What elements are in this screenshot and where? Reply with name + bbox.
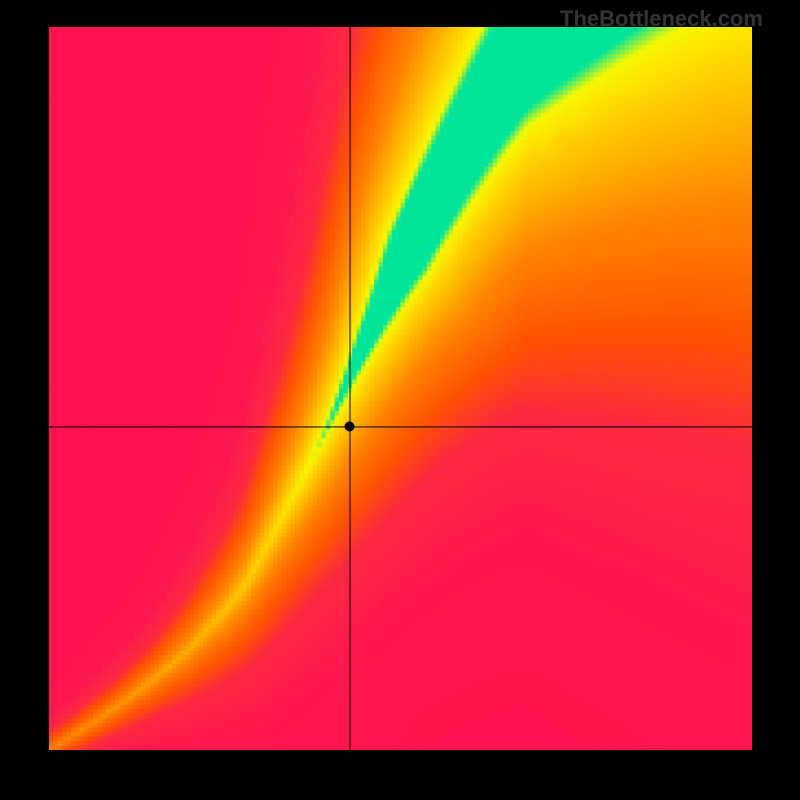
plot-area <box>49 27 752 750</box>
heatmap-canvas <box>49 27 752 750</box>
